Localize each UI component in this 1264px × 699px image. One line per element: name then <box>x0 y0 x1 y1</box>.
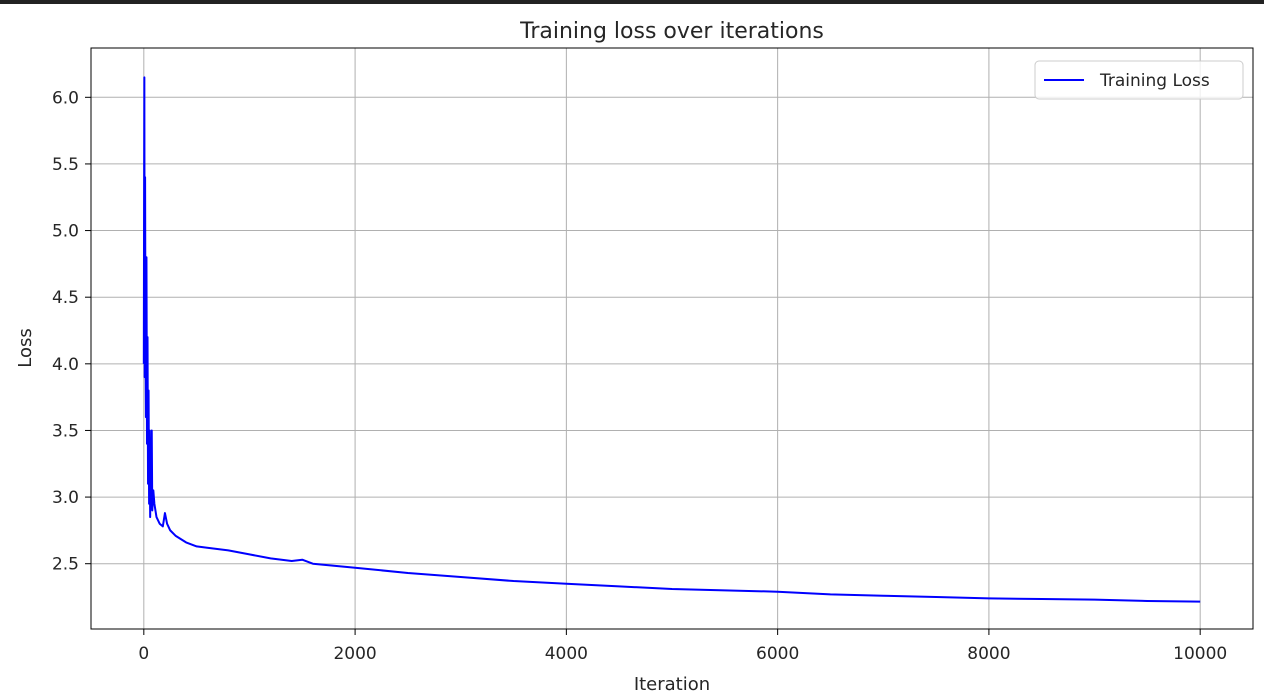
series-line-training-loss <box>142 76 1201 603</box>
legend-label-training-loss: Training Loss <box>1099 71 1210 91</box>
tick-marks: 0 2000 4000 6000 8000 10000 2.5 3.0 3.5 4.0 4.5 5.0… <box>52 88 1227 664</box>
x-axis-label: Iteration <box>634 674 710 695</box>
chart-title: Training loss over iterations <box>519 19 824 44</box>
grid-lines <box>91 48 1253 629</box>
x-tick-label: 6000 <box>756 644 799 664</box>
y-tick-label: 4.5 <box>52 288 79 308</box>
window-top-border <box>0 0 1264 4</box>
y-tick-label: 6.0 <box>52 88 79 108</box>
x-tick-label: 2000 <box>333 644 376 664</box>
y-axis-label: Loss <box>15 328 36 367</box>
y-tick-label: 5.0 <box>52 222 79 242</box>
y-tick-label: 2.5 <box>52 555 79 575</box>
series-layer <box>142 76 1201 603</box>
x-tick-label: 0 <box>138 644 149 664</box>
x-tick-label: 8000 <box>967 644 1010 664</box>
legend-box <box>1034 60 1244 100</box>
plot-area-border <box>90 47 1254 630</box>
legend: Training Loss <box>1034 60 1244 100</box>
y-tick-label: 3.5 <box>52 421 79 441</box>
axes-frame <box>90 47 1254 630</box>
y-tick-label: 4.0 <box>52 355 79 375</box>
x-tick-label: 4000 <box>545 644 588 664</box>
y-tick-label: 3.0 <box>52 488 79 508</box>
x-tick-label: 10000 <box>1173 644 1227 664</box>
y-tick-label: 5.5 <box>52 155 79 175</box>
